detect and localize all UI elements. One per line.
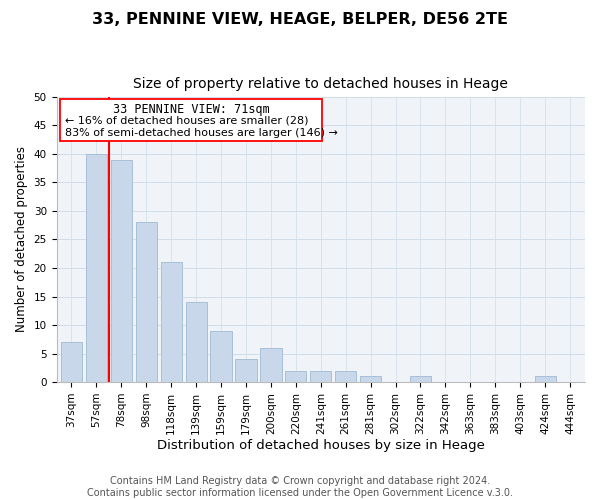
Bar [335,370,356,382]
Bar [185,302,207,382]
Text: ← 16% of detached houses are smaller (28): ← 16% of detached houses are smaller (28… [65,116,309,126]
Bar [136,222,157,382]
Bar [235,360,257,382]
Bar [310,370,331,382]
Text: 83% of semi-detached houses are larger (146) →: 83% of semi-detached houses are larger (… [65,128,338,138]
Bar [111,160,132,382]
Bar [360,376,381,382]
Bar [86,154,107,382]
Text: Contains HM Land Registry data © Crown copyright and database right 2024.
Contai: Contains HM Land Registry data © Crown c… [87,476,513,498]
Bar [61,342,82,382]
Bar [161,262,182,382]
Bar [260,348,281,382]
Text: 33, PENNINE VIEW, HEAGE, BELPER, DE56 2TE: 33, PENNINE VIEW, HEAGE, BELPER, DE56 2T… [92,12,508,28]
Text: 33 PENNINE VIEW: 71sqm: 33 PENNINE VIEW: 71sqm [113,103,269,116]
Title: Size of property relative to detached houses in Heage: Size of property relative to detached ho… [133,78,508,92]
Bar [410,376,431,382]
Y-axis label: Number of detached properties: Number of detached properties [15,146,28,332]
Bar [535,376,556,382]
X-axis label: Distribution of detached houses by size in Heage: Distribution of detached houses by size … [157,440,485,452]
Bar [211,330,232,382]
Bar [285,370,307,382]
FancyBboxPatch shape [60,98,322,142]
